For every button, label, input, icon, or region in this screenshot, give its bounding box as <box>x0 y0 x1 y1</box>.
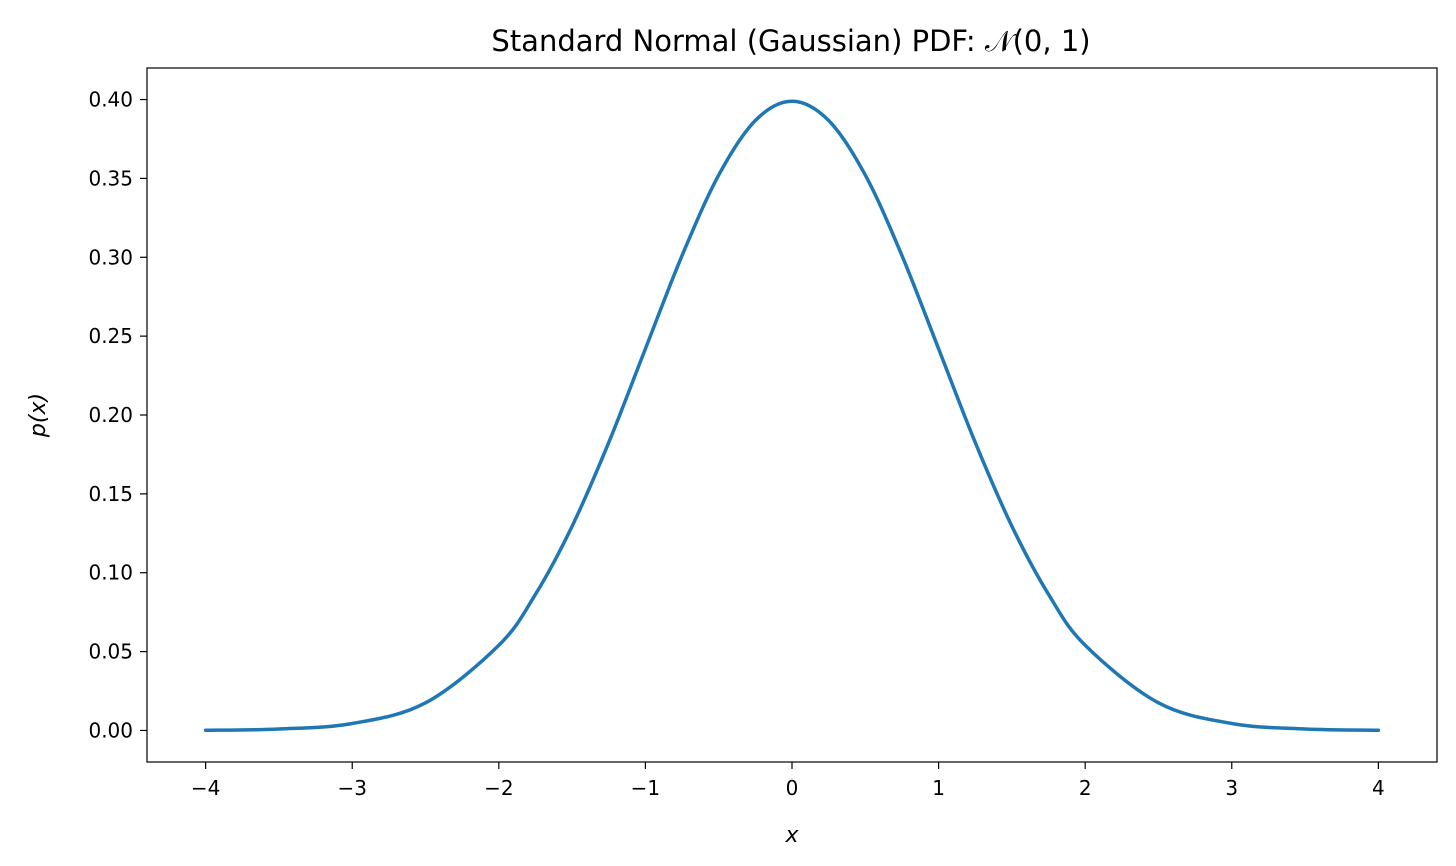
y-tick-label: 0.20 <box>88 403 133 427</box>
y-tick-label: 0.40 <box>88 88 133 112</box>
x-tick-label: −2 <box>484 776 513 800</box>
y-tick-label: 0.35 <box>88 166 133 190</box>
x-axis-ticks: −4 −3 −2 −1 0 1 2 3 4 <box>191 762 1385 800</box>
x-axis-label: x <box>784 823 799 848</box>
x-tick-label: 0 <box>786 776 799 800</box>
x-tick-label: 3 <box>1225 776 1238 800</box>
y-tick-label: 0.15 <box>88 482 133 506</box>
series-line <box>203 99 1381 733</box>
x-tick-label: 2 <box>1079 776 1092 800</box>
plot-area <box>146 67 1438 763</box>
x-tick-label: 1 <box>932 776 945 800</box>
axes-frame <box>146 67 1438 763</box>
y-axis-ticks: 0.00 0.05 0.10 0.15 0.20 0.25 0.30 0.35 0.40 <box>88 88 147 742</box>
x-tick-label: −1 <box>631 776 660 800</box>
y-tick-label: 0.10 <box>88 561 133 585</box>
x-tick-label: −4 <box>191 776 220 800</box>
y-tick-label: 0.05 <box>88 640 133 664</box>
x-tick-label: 4 <box>1372 776 1385 800</box>
y-tick-label: 0.30 <box>88 245 133 269</box>
x-tick-label: −3 <box>337 776 366 800</box>
y-tick-label: 0.25 <box>88 324 133 348</box>
y-tick-label: 0.00 <box>88 718 133 742</box>
y-axis-label: p(x) <box>26 393 51 438</box>
chart-title: Standard Normal (Gaussian) PDF: 𝒩(0, 1) <box>491 24 1090 58</box>
